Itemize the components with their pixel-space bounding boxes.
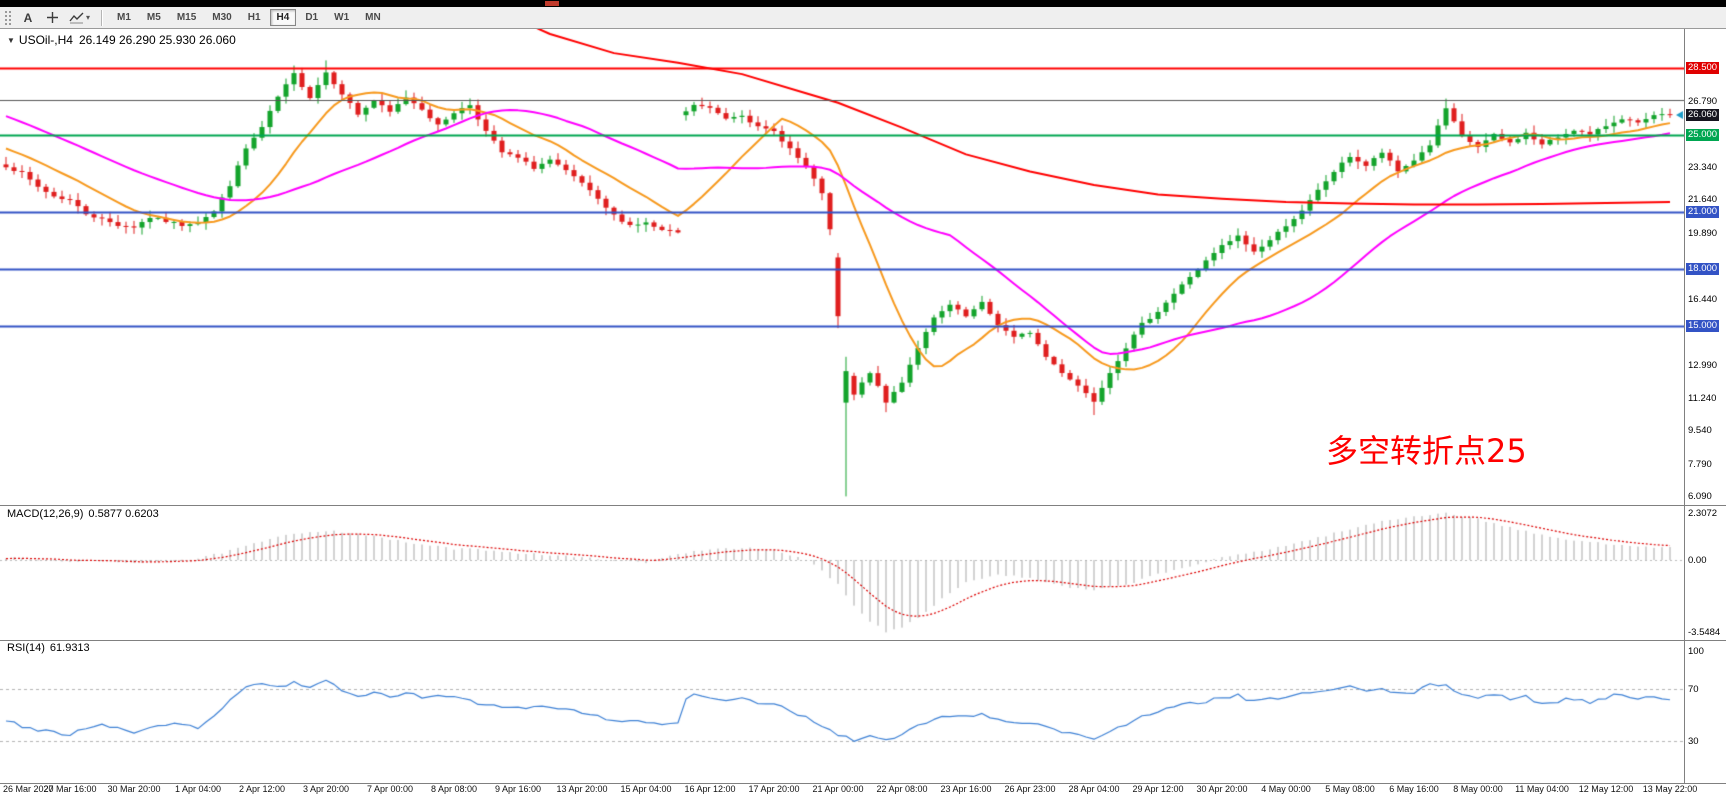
scale-label: 11.240 — [1688, 393, 1717, 404]
timeframe-button-m1[interactable]: M1 — [110, 9, 138, 26]
scale-label: 16.440 — [1688, 294, 1718, 305]
timeframe-button-m15[interactable]: M15 — [170, 9, 203, 26]
chart-symbol-period: USOil-,H4 — [18, 33, 73, 47]
scale-label: 23.340 — [1688, 162, 1718, 173]
timeframe-button-mn[interactable]: MN — [358, 9, 388, 26]
macd-indicator-label: MACD(12,26,9) 0.5877 0.6203 — [7, 508, 159, 520]
time-label: 8 Apr 08:00 — [430, 784, 478, 794]
chevron-down-icon: ▾ — [86, 13, 91, 22]
scale-label: 15.000 — [1686, 320, 1720, 332]
time-label: 28 Apr 04:00 — [1068, 784, 1120, 794]
scale-label: 0.00 — [1688, 555, 1707, 566]
timeframe-button-h4[interactable]: H4 — [269, 9, 297, 26]
scale-label: 21.640 — [1688, 194, 1718, 205]
scale-label: 9.540 — [1688, 425, 1712, 436]
cropped-menu-bar — [0, 0, 1726, 7]
chart-region: 28.500 26.790 26.060 25.000 23.340 21.640 21.0… — [0, 29, 1726, 794]
crosshair-tool-button[interactable] — [41, 9, 63, 27]
scale-label: 7.790 — [1688, 459, 1712, 470]
timeframe-button-h1[interactable]: H1 — [241, 9, 268, 26]
timeframe-bar: M1 M5 M15 M30 H1 H4 D1 W1 MN — [109, 9, 389, 26]
panel-resize-handle-rsi[interactable] — [0, 640, 1726, 641]
time-label: 7 Apr 00:00 — [366, 784, 414, 794]
time-label: 13 May 22:00 — [1642, 784, 1698, 794]
scale-label: 12.990 — [1688, 360, 1718, 371]
scale-label: 100 — [1688, 646, 1704, 657]
macd-name: MACD(12,26,9) — [7, 508, 84, 520]
scale-label: 6.090 — [1688, 491, 1712, 502]
scale-label: 21.000 — [1686, 206, 1720, 218]
chart-ohlc-values: 26.149 26.290 25.930 26.060 — [78, 33, 236, 47]
crosshair-icon — [46, 11, 59, 24]
time-label: 30 Mar 20:00 — [107, 784, 161, 794]
time-label: 15 Apr 04:00 — [620, 784, 672, 794]
rsi-name: RSI(14) — [7, 642, 45, 654]
draw-tools-button[interactable]: ▾ — [65, 9, 94, 27]
time-label: 5 May 08:00 — [1325, 784, 1375, 794]
scale-label: 2.3072 — [1688, 508, 1718, 519]
macd-values: 0.5877 0.6203 — [88, 508, 159, 520]
chart-canvas[interactable] — [0, 29, 1684, 783]
toolbar-separator — [101, 9, 104, 26]
price-scale[interactable]: 28.500 26.790 26.060 25.000 23.340 21.640 21.0… — [1684, 29, 1726, 783]
time-label: 30 Apr 20:00 — [1196, 784, 1248, 794]
time-axis-divider — [0, 783, 1726, 784]
time-label: 2 Apr 12:00 — [238, 784, 286, 794]
toolbar-grip-handle[interactable] — [4, 10, 13, 25]
text-tool-icon: A — [23, 10, 33, 25]
time-label: 1 Apr 04:00 — [174, 784, 222, 794]
time-label: 26 Mar 2020 — [3, 784, 54, 794]
time-label: 17 Apr 20:00 — [748, 784, 800, 794]
time-label: 4 May 00:00 — [1261, 784, 1311, 794]
time-label: 9 Apr 16:00 — [494, 784, 542, 794]
time-label: 27 Mar 16:00 — [43, 784, 97, 794]
chart-title: ▼ USOil-,H4 26.149 26.290 25.930 26.060 — [7, 33, 236, 47]
toolbar: A ▾ M1 M5 M15 M30 H1 H4 D1 W1 MN — [0, 7, 1726, 29]
time-label: 13 Apr 20:00 — [556, 784, 608, 794]
chart-expander-icon[interactable]: ▼ — [7, 36, 15, 45]
timeframe-button-m5[interactable]: M5 — [140, 9, 168, 26]
chart-text-annotation[interactable]: 多空转折点25 — [1326, 432, 1527, 470]
time-label: 8 May 00:00 — [1453, 784, 1503, 794]
time-label: 16 Apr 12:00 — [684, 784, 736, 794]
panel-resize-handle-macd[interactable] — [0, 505, 1726, 506]
scale-label: -3.5484 — [1688, 627, 1721, 638]
time-label: 26 Apr 23:00 — [1004, 784, 1056, 794]
chart-lines-icon — [69, 12, 84, 24]
scale-label: 30 — [1688, 736, 1699, 747]
scale-label: 26.060 — [1686, 109, 1720, 121]
rsi-indicator-label: RSI(14) 61.9313 — [7, 642, 90, 654]
time-label: 22 Apr 08:00 — [876, 784, 928, 794]
rsi-value: 61.9313 — [49, 642, 90, 654]
time-axis[interactable]: 26 Mar 2020 27 Mar 16:00 30 Mar 20:00 1 Apr… — [0, 784, 1726, 794]
scale-label: 18.000 — [1686, 263, 1720, 275]
scale-label: 19.890 — [1688, 228, 1718, 239]
time-label: 29 Apr 12:00 — [1132, 784, 1184, 794]
time-label: 6 May 16:00 — [1389, 784, 1439, 794]
timeframe-button-w1[interactable]: W1 — [327, 9, 356, 26]
text-tool-button[interactable]: A — [17, 9, 39, 27]
time-label: 12 May 12:00 — [1578, 784, 1634, 794]
menu-logo-fragment — [545, 1, 559, 6]
time-label: 3 Apr 20:00 — [302, 784, 350, 794]
timeframe-button-d1[interactable]: D1 — [298, 9, 325, 26]
time-label: 23 Apr 16:00 — [940, 784, 992, 794]
timeframe-button-m30[interactable]: M30 — [205, 9, 238, 26]
time-label: 11 May 04:00 — [1515, 784, 1569, 794]
scale-label: 28.500 — [1686, 62, 1720, 74]
time-label: 21 Apr 00:00 — [812, 784, 864, 794]
scale-label: 25.000 — [1686, 129, 1720, 141]
scale-label: 26.790 — [1688, 96, 1718, 107]
scale-label: 70 — [1688, 684, 1699, 695]
